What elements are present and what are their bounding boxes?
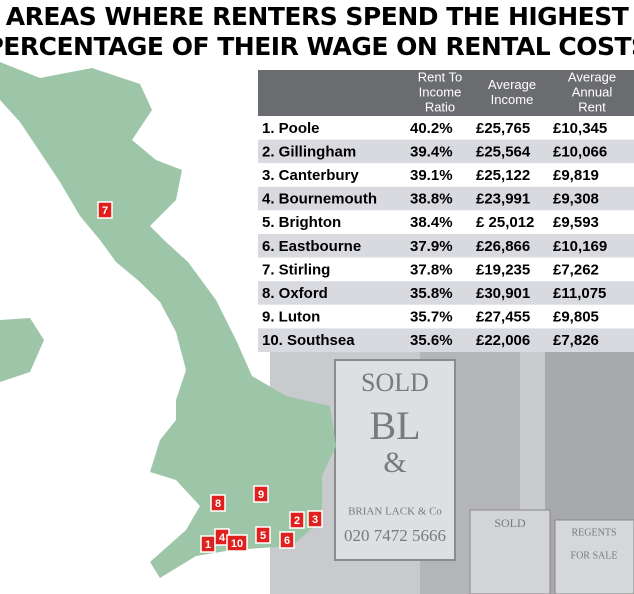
marker — [226, 534, 248, 552]
table-row — [258, 163, 634, 187]
column-header: Rent To — [418, 69, 463, 84]
photo-text: SOLD — [494, 516, 526, 530]
marker-label: 4 — [219, 532, 226, 544]
cell: £25,564 — [476, 143, 531, 160]
column-header: Average — [488, 77, 536, 92]
cell: £9,805 — [553, 309, 599, 326]
cell: 35.8% — [410, 285, 453, 302]
table-row — [258, 328, 634, 352]
table-row — [258, 116, 634, 140]
marker — [210, 494, 226, 512]
cell: £7,262 — [553, 261, 599, 278]
marker-label: 9 — [258, 489, 264, 501]
cell: £26,866 — [476, 238, 530, 255]
area-name: 5. Brighton — [262, 214, 341, 231]
cell: £9,819 — [553, 167, 599, 184]
area-name: 1. Poole — [262, 120, 320, 137]
photo-text: SOLD — [361, 368, 429, 397]
area-name: 6. Eastbourne — [262, 238, 361, 255]
cell: 38.4% — [410, 214, 453, 231]
table-row — [258, 304, 634, 329]
area-name: 7. Stirling — [262, 261, 330, 278]
cell: £19,235 — [476, 261, 530, 278]
marker — [253, 485, 269, 503]
photo-text: FOR SALE — [571, 550, 618, 561]
cell: £30,901 — [476, 285, 530, 302]
sign-board — [469, 509, 551, 594]
marker-label: 7 — [102, 205, 108, 217]
area-name: 8. Oxford — [262, 285, 328, 302]
table-row — [258, 210, 634, 234]
uk-map — [0, 62, 336, 578]
marker — [279, 531, 295, 549]
title-line: PERCENTAGE OF THEIR WAGE ON RENTAL COSTS — [0, 32, 634, 61]
photo: SOLD BL& BRIAN LACK & Co 020 7472 5666 SOLD R… — [270, 330, 634, 594]
column-header: Ratio — [425, 99, 455, 114]
table-row — [258, 257, 634, 282]
area-name: 9. Luton — [262, 309, 320, 326]
column-header: Income — [419, 84, 462, 99]
area-name: 2. Gillingham — [262, 143, 356, 160]
marker — [289, 511, 305, 529]
photo-text: BRIAN LACK & Co — [348, 506, 442, 518]
table-row — [258, 234, 634, 258]
cell: £11,075 — [553, 285, 606, 302]
cell: 39.4% — [410, 143, 453, 160]
cell: £25,765 — [476, 120, 530, 137]
area-name: 4. Bournemouth — [262, 191, 377, 208]
marker — [97, 201, 113, 219]
cell: 39.1% — [410, 167, 453, 184]
marker-label: 5 — [260, 530, 266, 542]
marker-label: 8 — [215, 498, 221, 510]
table-row — [258, 281, 634, 305]
cell: £27,455 — [476, 309, 530, 326]
title-line: AREAS WHERE RENTERS SPEND THE HIGHEST — [6, 2, 629, 31]
photo-text: BL — [369, 403, 420, 448]
photo-text: & — [383, 446, 406, 479]
photo-text: 020 7472 5666 — [344, 526, 446, 545]
cell: £22,006 — [476, 332, 530, 349]
ni-map — [0, 318, 44, 382]
cell: £ 25,012 — [476, 214, 534, 231]
table-row — [258, 186, 634, 211]
marker-label: 3 — [312, 514, 318, 526]
marker-label: 2 — [294, 515, 300, 527]
sign-board — [334, 359, 456, 561]
table-header — [258, 70, 634, 116]
marker-label: 1 — [205, 539, 211, 551]
cell: £9,308 — [553, 191, 599, 208]
cell: £7,826 — [553, 332, 599, 349]
marker — [255, 526, 271, 544]
area-name: 10. Southsea — [262, 332, 355, 349]
table-row — [258, 139, 634, 164]
photo-text: REGENTS — [572, 527, 617, 538]
cell: £25,122 — [476, 167, 530, 184]
column-header: Annual — [572, 84, 613, 99]
cell: 37.8% — [410, 261, 453, 278]
sign-board — [554, 519, 634, 594]
cell: 37.9% — [410, 238, 453, 255]
column-header: Income — [491, 92, 534, 107]
column-header: Rent — [578, 99, 606, 114]
cell: 38.8% — [410, 191, 453, 208]
cell: £10,169 — [553, 238, 607, 255]
marker-label: 6 — [284, 535, 290, 547]
cell: 40.2% — [410, 120, 453, 137]
column-header: Average — [568, 69, 616, 84]
cell: £10,066 — [553, 143, 607, 160]
cell: £23,991 — [476, 191, 530, 208]
area-name: 3. Canterbury — [262, 167, 359, 184]
marker-label: 10 — [231, 538, 243, 550]
cell: 35.6% — [410, 332, 453, 349]
marker — [307, 510, 323, 528]
cell: £9,593 — [553, 214, 599, 231]
cell: £10,345 — [553, 120, 607, 137]
cell: 35.7% — [410, 309, 453, 326]
